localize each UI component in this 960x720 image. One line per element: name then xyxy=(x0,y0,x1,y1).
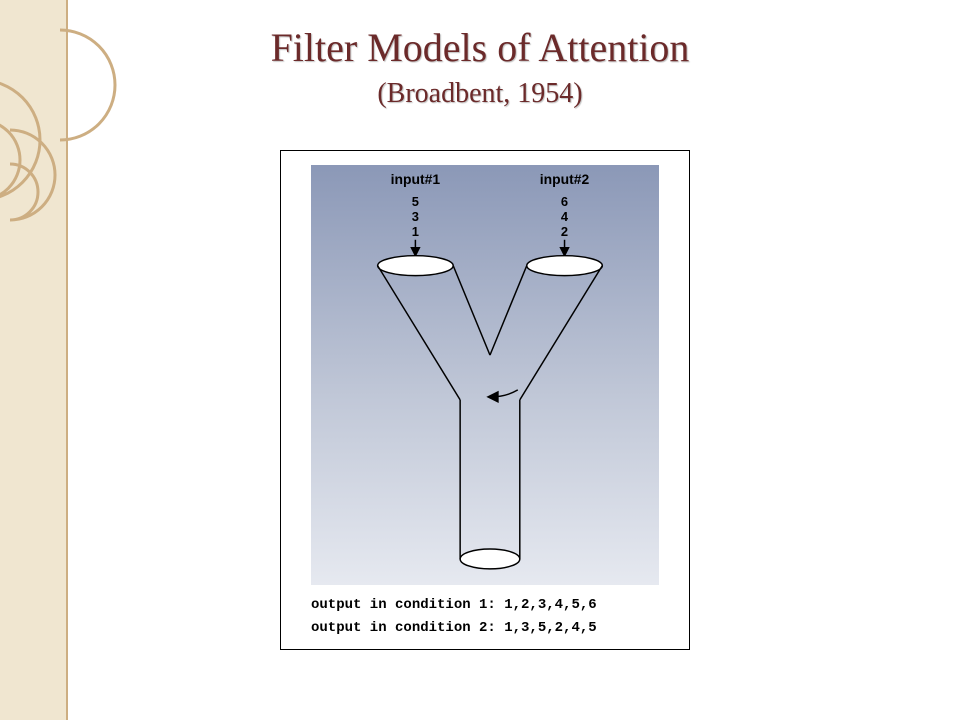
funnel-edge xyxy=(490,266,527,355)
input2-digit-0: 6 xyxy=(561,194,568,209)
input1-digit-2: 1 xyxy=(412,224,419,239)
funnel-diagram: input#1 input#2 5 3 1 6 4 2 xyxy=(311,165,659,585)
input1-label: input#1 xyxy=(391,171,441,187)
funnel-mouth-left xyxy=(378,256,454,276)
diagram-gradient-panel: input#1 input#2 5 3 1 6 4 2 xyxy=(311,165,659,585)
gate-arrow-icon xyxy=(488,390,518,402)
funnel-edge xyxy=(453,266,490,355)
funnel-edge xyxy=(378,266,461,400)
input2-arrow-icon xyxy=(561,240,569,256)
input2-digit-2: 2 xyxy=(561,224,568,239)
output-line-2: output in condition 2: 1,3,5,2,4,5 xyxy=(311,617,659,639)
output-line-1: output in condition 1: 1,2,3,4,5,6 xyxy=(311,594,659,616)
funnel-outlet xyxy=(460,549,520,569)
slide-subtitle: (Broadbent, 1954) xyxy=(0,78,960,110)
input1-digit-0: 5 xyxy=(412,194,419,209)
input1-digit-1: 3 xyxy=(412,209,419,224)
input2-digit-1: 4 xyxy=(561,209,569,224)
funnel-edge xyxy=(520,266,603,400)
input1-arrow-icon xyxy=(411,240,419,256)
funnel-mouth-right xyxy=(527,256,603,276)
diagram-figure: input#1 input#2 5 3 1 6 4 2 xyxy=(280,150,690,650)
slide-title: Filter Models of Attention xyxy=(0,24,960,71)
output-text-block: output in condition 1: 1,2,3,4,5,6 outpu… xyxy=(311,594,659,639)
input2-label: input#2 xyxy=(540,171,590,187)
